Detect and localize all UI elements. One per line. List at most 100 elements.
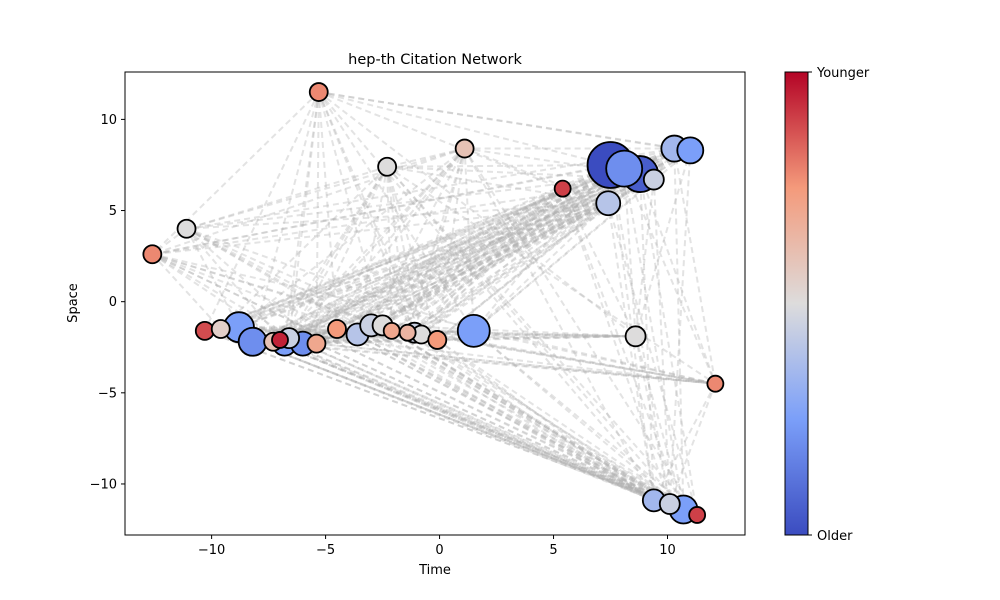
citation-edge bbox=[370, 202, 609, 327]
citation-edge bbox=[357, 333, 655, 502]
x-tick-label: 5 bbox=[549, 543, 557, 558]
citation-edge bbox=[273, 335, 636, 343]
citation-edge bbox=[473, 330, 685, 511]
citation-edge bbox=[370, 324, 698, 516]
citation-edge bbox=[391, 147, 675, 332]
colorbar bbox=[784, 71, 809, 536]
citation-edge bbox=[204, 329, 684, 511]
citation-edge bbox=[316, 202, 609, 345]
citation-edge bbox=[436, 339, 655, 502]
citation-edge bbox=[315, 147, 466, 345]
citation-edge bbox=[288, 91, 320, 339]
x-tick-label: −5 bbox=[316, 543, 335, 558]
citation-edge bbox=[668, 383, 717, 505]
citation-edge bbox=[301, 166, 389, 345]
citation-edge bbox=[673, 148, 685, 510]
citation-edge bbox=[279, 173, 641, 341]
network-node bbox=[327, 319, 347, 339]
citation-edge bbox=[473, 202, 609, 332]
x-tick-label: 0 bbox=[435, 543, 443, 558]
plot-area bbox=[125, 72, 745, 535]
citation-edge bbox=[279, 166, 388, 341]
citation-edge bbox=[272, 166, 388, 343]
citation-edge bbox=[302, 202, 609, 345]
citation-edge bbox=[391, 173, 641, 332]
citation-edge bbox=[386, 166, 393, 331]
network-node bbox=[553, 179, 572, 198]
citation-edge bbox=[204, 167, 625, 332]
citation-edge bbox=[386, 165, 609, 205]
network-node bbox=[605, 149, 644, 188]
citation-edge bbox=[607, 202, 699, 516]
citation-edge bbox=[316, 342, 684, 511]
citation-edge bbox=[315, 92, 320, 344]
citation-edge bbox=[318, 91, 625, 170]
citation-edge bbox=[420, 167, 625, 336]
citation-edge bbox=[220, 328, 698, 516]
network-node bbox=[427, 330, 448, 350]
network-node bbox=[688, 506, 707, 524]
citation-edge bbox=[463, 148, 698, 516]
citation-edge bbox=[302, 147, 466, 345]
citation-edge bbox=[652, 383, 717, 501]
citation-edge bbox=[204, 149, 691, 332]
citation-edge bbox=[473, 149, 691, 332]
network-node bbox=[382, 321, 401, 340]
citation-edge bbox=[561, 188, 671, 505]
citation-edge bbox=[382, 167, 625, 327]
citation-edge bbox=[668, 150, 692, 505]
citation-edge bbox=[251, 91, 320, 343]
citation-edge bbox=[634, 336, 671, 505]
citation-edge bbox=[370, 164, 612, 327]
citation-edge bbox=[473, 329, 716, 385]
citation-edge bbox=[336, 187, 564, 330]
network-node bbox=[676, 136, 705, 165]
network-node bbox=[398, 323, 417, 342]
citation-edge bbox=[279, 338, 716, 385]
citation-edge bbox=[381, 187, 564, 327]
citation-edge bbox=[186, 165, 388, 230]
citation-edge bbox=[382, 324, 716, 385]
citation-edge bbox=[639, 173, 717, 385]
citation-edge bbox=[152, 253, 716, 385]
citation-edge bbox=[386, 166, 439, 341]
citation-edge bbox=[561, 188, 685, 510]
citation-edge bbox=[316, 342, 716, 385]
citation-edge bbox=[204, 329, 671, 505]
citation-edge bbox=[386, 166, 423, 335]
citation-edge bbox=[336, 178, 655, 330]
citation-edge bbox=[151, 253, 222, 330]
citation-edge bbox=[357, 173, 641, 336]
citation-edge bbox=[220, 328, 474, 332]
citation-edge bbox=[356, 167, 625, 336]
network-node bbox=[377, 156, 398, 177]
y-tick-label: −10 bbox=[90, 477, 117, 492]
citation-edge bbox=[252, 178, 655, 343]
citation-edge bbox=[272, 340, 671, 505]
citation-edge bbox=[317, 91, 423, 335]
citation-edge bbox=[406, 148, 466, 333]
citation-edge bbox=[413, 331, 685, 511]
citation-edge bbox=[463, 148, 655, 501]
citation-edge bbox=[283, 147, 466, 345]
citation-edge bbox=[315, 164, 612, 345]
citation-edge bbox=[634, 179, 655, 337]
citation-edge bbox=[252, 164, 611, 343]
citation-edge bbox=[220, 202, 609, 330]
citation-edge bbox=[252, 167, 625, 343]
citation-edge bbox=[391, 167, 625, 332]
y-tick-label: 10 bbox=[100, 113, 117, 128]
citation-edge bbox=[623, 168, 717, 385]
citation-edge bbox=[283, 91, 320, 344]
citation-edge bbox=[318, 91, 637, 338]
citation-edge bbox=[252, 187, 564, 343]
network-node bbox=[176, 218, 197, 239]
citation-edge bbox=[407, 331, 716, 385]
citation-edge bbox=[407, 173, 641, 334]
network-node bbox=[306, 333, 327, 354]
citation-edge bbox=[413, 187, 564, 334]
citation-edge bbox=[413, 178, 655, 334]
citation-edge bbox=[607, 173, 641, 204]
citation-edge bbox=[151, 253, 304, 345]
